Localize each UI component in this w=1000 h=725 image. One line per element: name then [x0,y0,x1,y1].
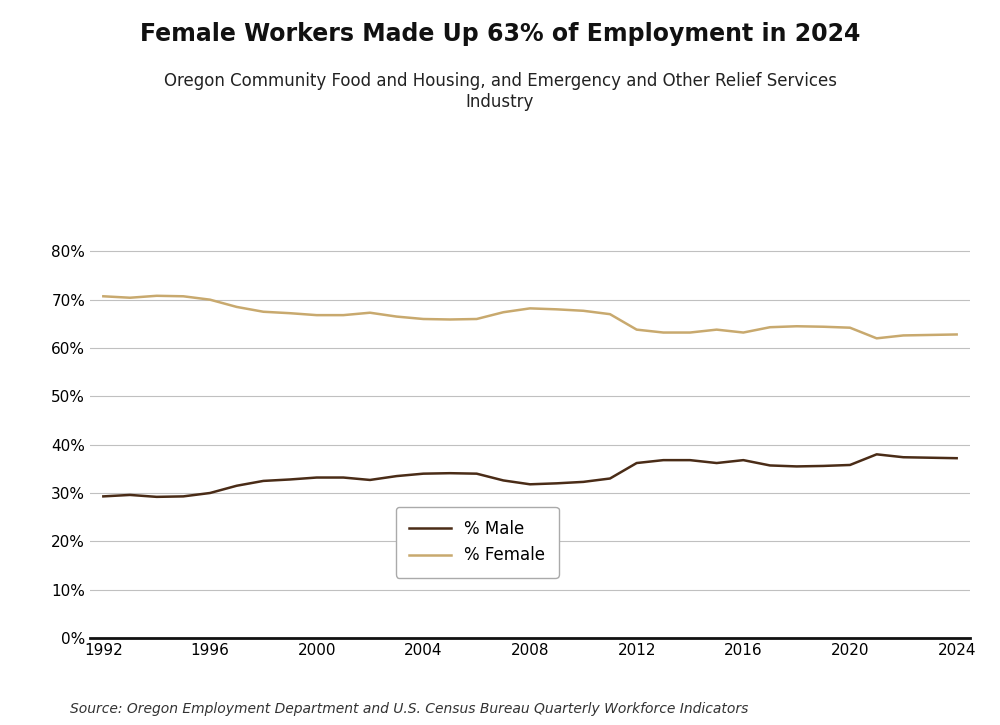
% Female [791,322,803,331]
% Male [524,480,536,489]
% Female [417,315,429,323]
% Male [844,460,856,469]
% Female [311,311,323,320]
% Male [791,462,803,471]
Legend: % Male, % Female: % Male, % Female [396,507,559,578]
% Female [844,323,856,332]
% Female [337,311,349,320]
% Male [391,472,403,481]
% Female [497,308,509,317]
% Male [711,459,723,468]
% Male [417,469,429,478]
% Male [471,469,483,478]
% Male [657,456,669,465]
% Male [551,479,563,488]
% Female [737,328,749,337]
% Female [471,315,483,323]
% Female [897,331,909,340]
% Male [764,461,776,470]
% Female [764,323,776,331]
% Female [444,315,456,324]
% Female [951,330,963,339]
% Female [711,326,723,334]
% Male [737,456,749,465]
% Female [684,328,696,337]
Line: % Male: % Male [103,455,957,497]
% Female [151,291,163,300]
% Female [551,305,563,314]
% Female [284,309,296,318]
% Male [817,462,829,471]
% Female [391,312,403,321]
% Male [444,469,456,478]
% Female [924,331,936,339]
Text: Source: Oregon Employment Department and U.S. Census Bureau Quarterly Workforce : Source: Oregon Employment Department and… [70,703,748,716]
% Male [124,491,136,500]
% Male [231,481,243,490]
Line: % Female: % Female [103,296,957,339]
% Female [204,295,216,304]
% Male [684,456,696,465]
% Male [497,476,509,485]
% Female [871,334,883,343]
% Male [151,492,163,501]
% Male [604,474,616,483]
% Male [364,476,376,484]
% Female [524,304,536,312]
% Female [231,302,243,311]
% Male [951,454,963,463]
% Male [257,476,269,485]
% Male [337,473,349,482]
% Female [364,308,376,317]
% Female [817,323,829,331]
% Male [311,473,323,482]
% Male [897,453,909,462]
% Female [177,292,189,301]
% Male [924,453,936,462]
% Male [631,459,643,468]
% Female [604,310,616,318]
% Male [871,450,883,459]
% Male [284,475,296,484]
% Male [177,492,189,501]
% Female [657,328,669,337]
% Female [257,307,269,316]
% Female [97,292,109,301]
Text: Female Workers Made Up 63% of Employment in 2024: Female Workers Made Up 63% of Employment… [140,22,860,46]
% Female [631,326,643,334]
Text: Oregon Community Food and Housing, and Emergency and Other Relief Services
Indus: Oregon Community Food and Housing, and E… [164,72,836,112]
% Male [97,492,109,501]
% Female [577,307,589,315]
% Male [204,489,216,497]
% Female [124,294,136,302]
% Male [577,478,589,486]
